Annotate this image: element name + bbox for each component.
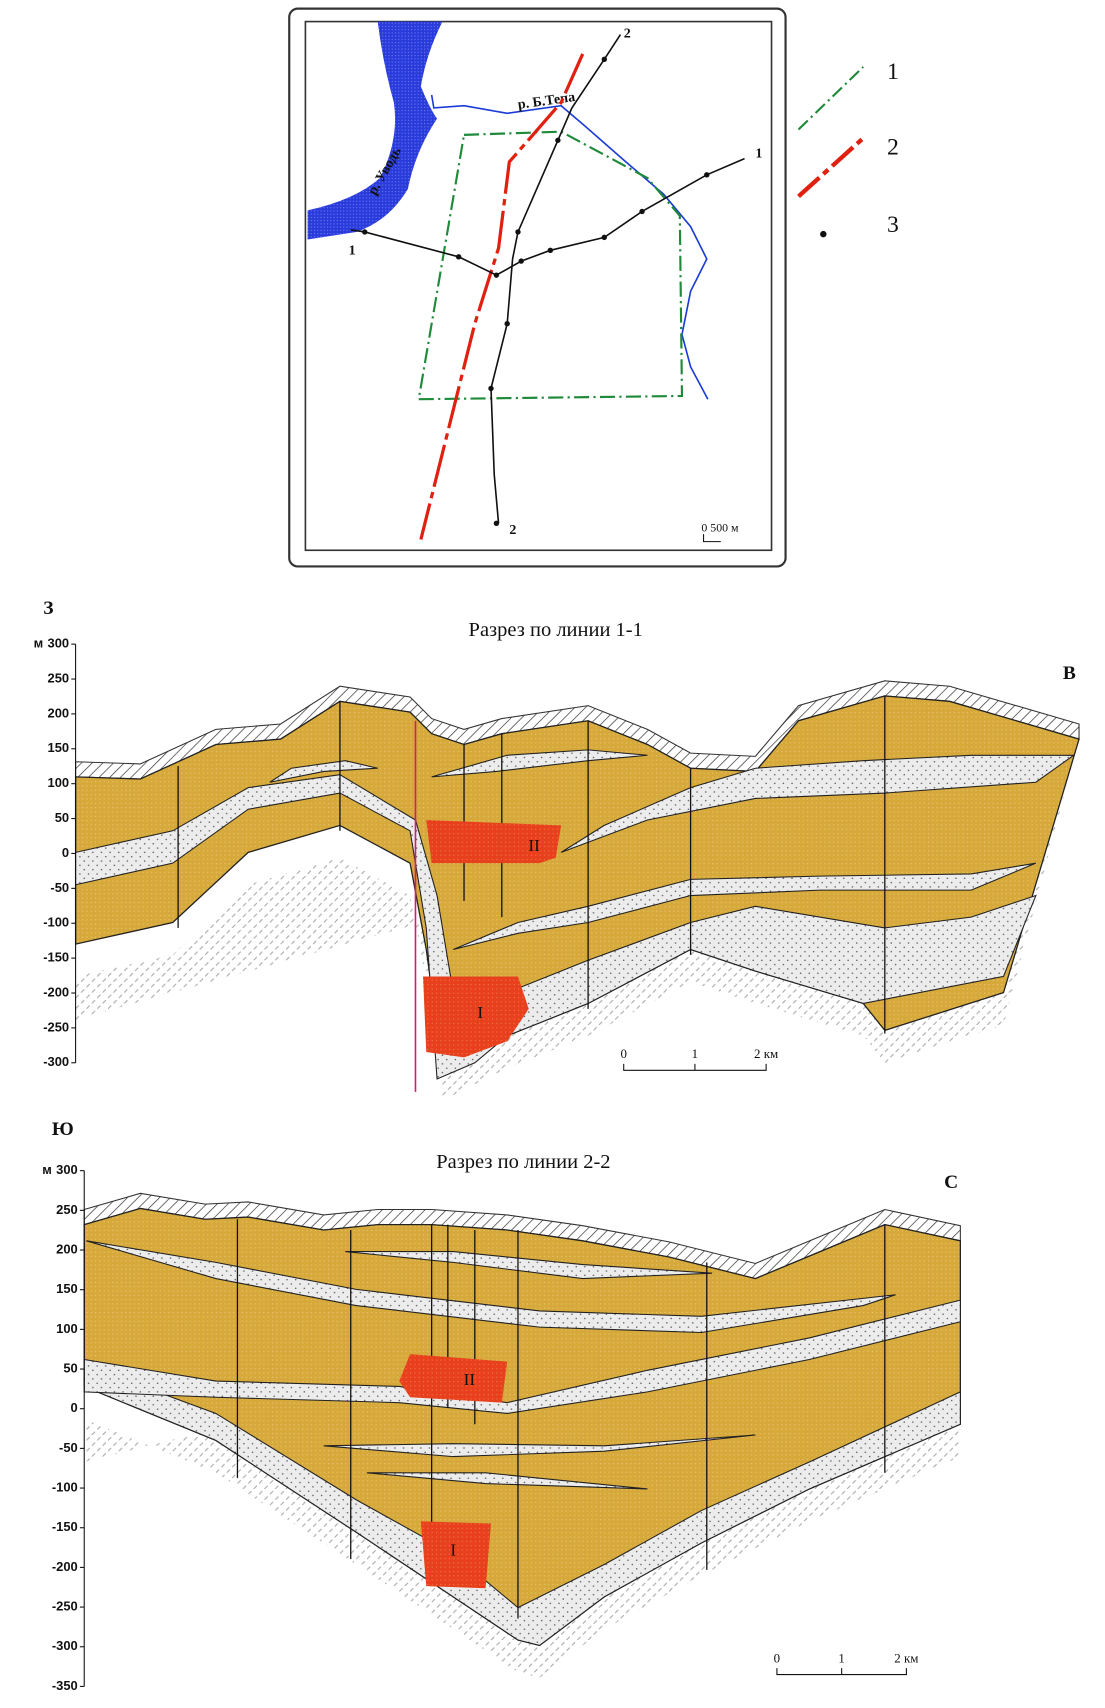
- y-tick-label: -300: [52, 1638, 78, 1653]
- profile-end: 1: [349, 244, 356, 259]
- y-tick-label: 200: [48, 705, 70, 720]
- y-tick-label: 150: [56, 1281, 78, 1296]
- y-tick-label: -300: [43, 1054, 69, 1069]
- legend-label: 1: [887, 59, 899, 85]
- y-tick-label: 100: [48, 775, 70, 790]
- cross-section: III300250200150100500-50-100-150-200-250…: [42, 1119, 961, 1693]
- fault-line: [419, 53, 585, 540]
- y-tick-label: 250: [56, 1202, 78, 1217]
- sand-layer: [431, 749, 648, 778]
- y-tick-label: 50: [55, 810, 69, 825]
- sand-layer: [269, 760, 378, 783]
- legend-symbol: [820, 230, 827, 238]
- section-title: Разрез по линии 2-2: [436, 1151, 610, 1173]
- side-left: З: [43, 598, 53, 619]
- y-tick-label: -350: [52, 1678, 78, 1693]
- deposit-zone: [420, 1521, 491, 1589]
- y-tick-label: -250: [43, 1019, 69, 1034]
- sand-layer: [345, 1251, 713, 1280]
- y-tick-label: -150: [43, 950, 69, 965]
- y-tick-label: -50: [59, 1440, 78, 1455]
- y-tick-label: -50: [50, 880, 69, 895]
- deposit-zone: [399, 1354, 508, 1403]
- side-left: Ю: [52, 1119, 74, 1140]
- zone-label: I: [477, 1003, 483, 1022]
- sand-layer: [560, 754, 1076, 853]
- scale-bar: [703, 534, 721, 543]
- sand-layer: [86, 1240, 896, 1334]
- legend-label: 3: [887, 212, 899, 238]
- scale-label: 0: [774, 1650, 780, 1665]
- y-tick-label: 0: [71, 1400, 78, 1415]
- y-tick-label: -200: [43, 984, 69, 999]
- scale-label: 1: [838, 1650, 844, 1665]
- side-right: С: [944, 1172, 958, 1193]
- y-tick-label: 300: [48, 636, 70, 651]
- section-title: Разрез по линии 1-1: [469, 619, 643, 641]
- profile-end: 1: [755, 147, 762, 162]
- legend-label: 2: [887, 134, 899, 160]
- stream: [430, 94, 709, 400]
- zone-label: II: [528, 836, 540, 855]
- scale-label: 0: [620, 1046, 626, 1061]
- y-tick-label: 150: [48, 740, 70, 755]
- sand-layer: [75, 774, 1037, 1080]
- y-tick-label: -100: [52, 1479, 78, 1494]
- scale-label: 2 км: [894, 1650, 918, 1665]
- y-tick-label: 0: [62, 845, 69, 860]
- side-right: В: [1063, 663, 1076, 684]
- y-tick-label: 100: [56, 1321, 78, 1336]
- sand-layer: [366, 1472, 648, 1490]
- y-tick-label: 300: [56, 1162, 78, 1177]
- cross-section: III300250200150100500-50-100-150-200-250…: [34, 598, 1080, 1101]
- zone-label: I: [450, 1541, 456, 1560]
- y-tick-label: 200: [56, 1241, 78, 1256]
- profile-end: 2: [509, 523, 516, 538]
- y-tick-label: -200: [52, 1559, 78, 1574]
- y-tick-label: -100: [43, 915, 69, 930]
- profile-1-1: [350, 157, 745, 277]
- map: р. Уводь р. Б.Тепа 1 1 2 2 0 500 м: [288, 7, 787, 568]
- legend-symbol: [797, 66, 864, 131]
- y-tick-label: -250: [52, 1598, 78, 1613]
- y-tick-label: 250: [48, 670, 70, 685]
- zone-label: II: [464, 1370, 476, 1389]
- wells: [362, 56, 710, 526]
- scale-bar: [623, 1063, 767, 1071]
- deposit-zone: [426, 820, 562, 864]
- y-tick-label: 50: [63, 1360, 77, 1375]
- map-scale: 0 500 м: [701, 520, 739, 534]
- river: [307, 21, 443, 240]
- profile-end: 2: [624, 27, 631, 42]
- scale-bar: [776, 1668, 907, 1676]
- legend: 1 2 3: [797, 59, 899, 238]
- profile-2-2: [490, 34, 622, 524]
- scale-label: 1: [692, 1046, 698, 1061]
- legend-symbol: [797, 136, 865, 198]
- deposit-zone: [423, 976, 529, 1058]
- scale-label: 2 км: [754, 1046, 778, 1061]
- axis-unit: м: [42, 1162, 52, 1177]
- y-tick-label: -150: [52, 1519, 78, 1534]
- axis-unit: м: [34, 636, 44, 651]
